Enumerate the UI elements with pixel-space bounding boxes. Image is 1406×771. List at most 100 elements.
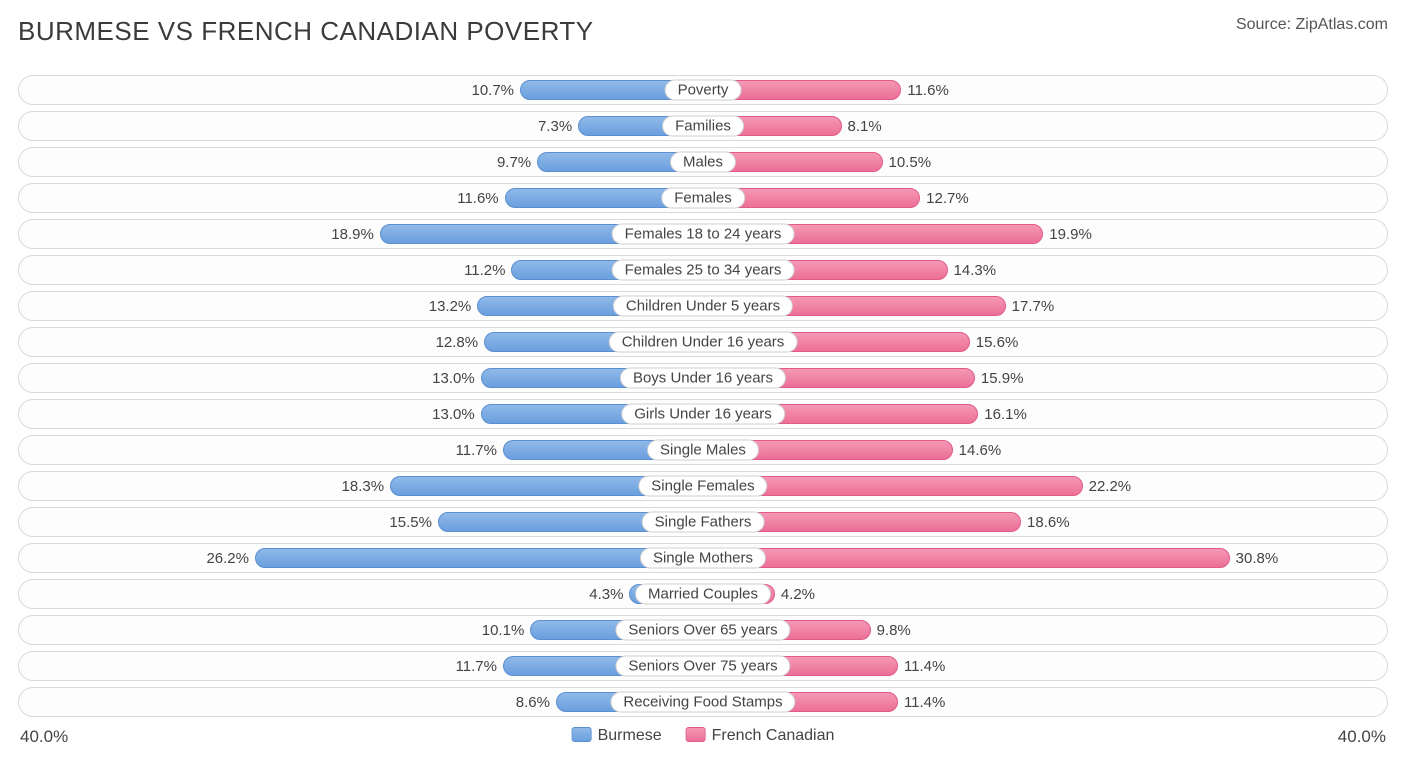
value-left: 4.3% xyxy=(589,580,629,608)
row-category-label: Seniors Over 65 years xyxy=(615,620,790,641)
row-right-half: 10.5% xyxy=(703,148,1387,176)
row-left-half: 9.7% xyxy=(19,148,703,176)
row-right-half: 11.4% xyxy=(703,688,1387,716)
value-right: 11.6% xyxy=(901,76,948,104)
row-left-half: 18.3% xyxy=(19,472,703,500)
row-left-half: 7.3% xyxy=(19,112,703,140)
value-right: 18.6% xyxy=(1021,508,1070,536)
chart-row: 18.9% 19.9% Females 18 to 24 years xyxy=(18,219,1388,249)
row-left-half: 15.5% xyxy=(19,508,703,536)
value-left: 13.2% xyxy=(429,292,478,320)
chart-row: 11.7% 11.4% Seniors Over 75 years xyxy=(18,651,1388,681)
chart-row: 9.7%10.5%Males xyxy=(18,147,1388,177)
value-right: 9.8% xyxy=(871,616,911,644)
axis-max-right: 40.0% xyxy=(1338,727,1386,747)
chart-row: 15.5% 18.6% Single Fathers xyxy=(18,507,1388,537)
row-category-label: Receiving Food Stamps xyxy=(610,692,795,713)
value-right: 17.7% xyxy=(1006,292,1055,320)
row-category-label: Females 18 to 24 years xyxy=(612,224,795,245)
row-right-half: 12.7% xyxy=(703,184,1387,212)
value-left: 18.3% xyxy=(342,472,391,500)
chart-header: BURMESE VS FRENCH CANADIAN POVERTY Sourc… xyxy=(18,16,1388,47)
chart-row: 26.2% 30.8% Single Mothers xyxy=(18,543,1388,573)
row-left-half: 11.6% xyxy=(19,184,703,212)
row-right-half: 11.6% xyxy=(703,76,1387,104)
row-category-label: Seniors Over 75 years xyxy=(615,656,790,677)
row-category-label: Single Females xyxy=(638,476,767,497)
value-right: 15.9% xyxy=(975,364,1024,392)
row-right-half: 8.1% xyxy=(703,112,1387,140)
value-left: 18.9% xyxy=(331,220,380,248)
value-left: 10.7% xyxy=(471,76,520,104)
row-left-half: 4.3% xyxy=(19,580,703,608)
value-left: 13.0% xyxy=(432,400,481,428)
value-right: 11.4% xyxy=(898,652,945,680)
legend-label-right: French Canadian xyxy=(712,727,835,744)
chart-row: 7.3%8.1%Families xyxy=(18,111,1388,141)
row-category-label: Males xyxy=(670,152,736,173)
row-left-half: 13.0% xyxy=(19,364,703,392)
value-left: 11.7% xyxy=(456,652,503,680)
row-category-label: Single Mothers xyxy=(640,548,766,569)
value-left: 26.2% xyxy=(206,544,255,572)
value-right: 16.1% xyxy=(978,400,1027,428)
value-right: 22.2% xyxy=(1083,472,1132,500)
chart-row: 11.6% 12.7% Females xyxy=(18,183,1388,213)
row-left-half: 11.2% xyxy=(19,256,703,284)
row-right-half: 22.2% xyxy=(703,472,1387,500)
legend-item-left: Burmese xyxy=(572,727,662,745)
value-left: 11.6% xyxy=(457,184,504,212)
row-left-half: 11.7% xyxy=(19,652,703,680)
chart-row: 10.1% 9.8% Seniors Over 65 years xyxy=(18,615,1388,645)
value-right: 11.4% xyxy=(898,688,945,716)
legend-item-right: French Canadian xyxy=(686,727,835,745)
row-category-label: Females xyxy=(661,188,745,209)
chart-row: 13.0%16.1%Girls Under 16 years xyxy=(18,399,1388,429)
chart-row: 4.3%4.2%Married Couples xyxy=(18,579,1388,609)
row-category-label: Single Males xyxy=(647,440,759,461)
chart-row: 10.7%11.6%Poverty xyxy=(18,75,1388,105)
chart-legend: Burmese French Canadian xyxy=(572,727,835,745)
value-right: 30.8% xyxy=(1230,544,1279,572)
row-right-half: 15.6% xyxy=(703,328,1387,356)
row-category-label: Children Under 5 years xyxy=(613,296,793,317)
chart-footer: 40.0% Burmese French Canadian 40.0% xyxy=(18,725,1388,753)
row-right-half: 19.9% xyxy=(703,220,1387,248)
chart-row: 12.8% 15.6%Children Under 16 years xyxy=(18,327,1388,357)
row-right-half: 16.1% xyxy=(703,400,1387,428)
chart-source: Source: ZipAtlas.com xyxy=(1236,16,1388,34)
value-left: 8.6% xyxy=(516,688,556,716)
value-left: 11.2% xyxy=(464,256,511,284)
value-right: 19.9% xyxy=(1043,220,1092,248)
chart-row: 18.3% 22.2% Single Females xyxy=(18,471,1388,501)
row-category-label: Single Fathers xyxy=(642,512,765,533)
value-left: 7.3% xyxy=(538,112,578,140)
row-right-half: 18.6% xyxy=(703,508,1387,536)
value-right: 12.7% xyxy=(920,184,969,212)
row-left-half: 10.1% xyxy=(19,616,703,644)
row-left-half: 26.2% xyxy=(19,544,703,572)
row-right-half: 15.9% xyxy=(703,364,1387,392)
chart-rows: 10.7%11.6%Poverty7.3%8.1%Families9.7%10.… xyxy=(18,75,1388,717)
row-category-label: Children Under 16 years xyxy=(609,332,798,353)
row-right-half: 4.2% xyxy=(703,580,1387,608)
row-right-half: 14.3% xyxy=(703,256,1387,284)
value-left: 15.5% xyxy=(389,508,438,536)
chart-row: 8.6% 11.4% Receiving Food Stamps xyxy=(18,687,1388,717)
row-left-half: 13.2% xyxy=(19,292,703,320)
value-right: 14.3% xyxy=(948,256,997,284)
bar-right xyxy=(703,548,1230,568)
chart-row: 13.0%15.9%Boys Under 16 years xyxy=(18,363,1388,393)
row-left-half: 13.0% xyxy=(19,400,703,428)
row-left-half: 8.6% xyxy=(19,688,703,716)
legend-swatch-pink xyxy=(686,727,706,742)
row-right-half: 17.7% xyxy=(703,292,1387,320)
row-left-half: 18.9% xyxy=(19,220,703,248)
legend-swatch-blue xyxy=(572,727,592,742)
row-category-label: Females 25 to 34 years xyxy=(612,260,795,281)
row-right-half: 11.4% xyxy=(703,652,1387,680)
value-left: 10.1% xyxy=(482,616,531,644)
row-left-half: 12.8% xyxy=(19,328,703,356)
value-left: 12.8% xyxy=(436,328,485,356)
chart-row: 13.2% 17.7% Children Under 5 years xyxy=(18,291,1388,321)
